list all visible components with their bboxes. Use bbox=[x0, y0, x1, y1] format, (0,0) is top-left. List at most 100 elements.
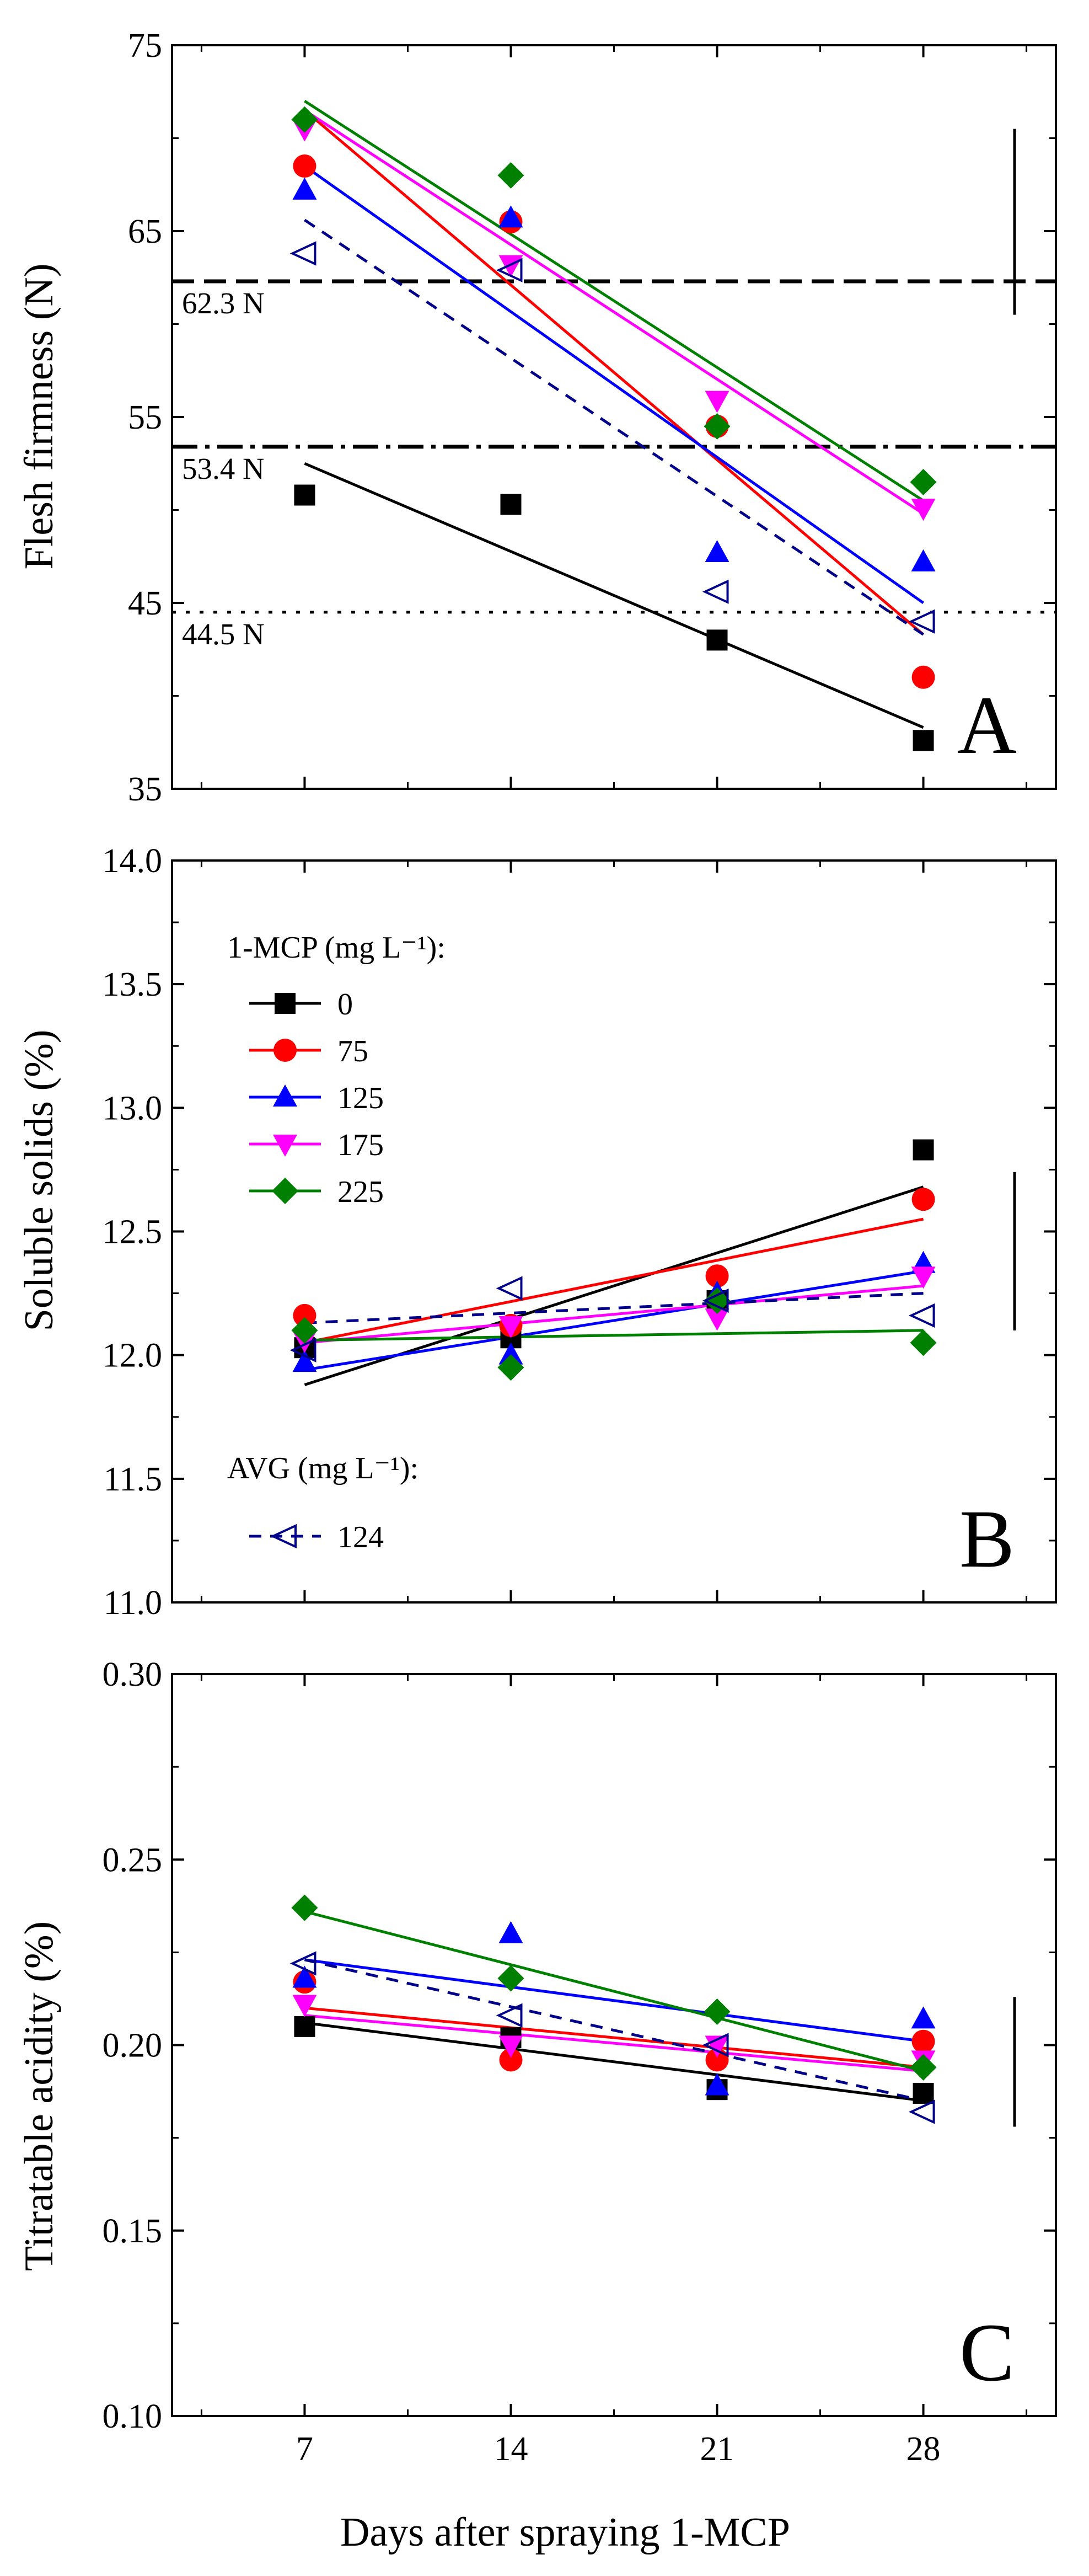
data-point-125 bbox=[498, 1921, 523, 1943]
panel-b: 11.0 11.5 12.0 12.5 13.0 13.5 14.0 bbox=[103, 842, 1057, 1622]
fit-line-125 bbox=[304, 1269, 924, 1372]
reference-line-label: 62.3 N bbox=[182, 286, 265, 320]
reference-line-label: 44.5 N bbox=[182, 617, 265, 651]
panel-a: 35 45 55 65 75 62.3 N 53.4 N 44.5 N bbox=[128, 27, 1057, 808]
data-point-0 bbox=[500, 494, 522, 515]
data-point-225 bbox=[910, 1329, 937, 1356]
data-point-0 bbox=[913, 1139, 934, 1161]
x-axis-label: Days after spraying 1-MCP bbox=[340, 2510, 790, 2555]
panel-b-letter: B bbox=[959, 1493, 1015, 1585]
legend-label-75: 75 bbox=[337, 1034, 368, 1068]
data-point-225 bbox=[291, 1894, 318, 1921]
data-point-125 bbox=[292, 1965, 317, 1988]
data-point-175 bbox=[911, 499, 936, 521]
fit-line-225 bbox=[304, 1910, 924, 2072]
legend: 0 75 125 175 225 124 bbox=[249, 987, 384, 1554]
fit-line-avg-124 bbox=[304, 1958, 924, 2102]
data-point-avg-124 bbox=[908, 2099, 935, 2124]
data-point-75 bbox=[705, 1264, 729, 1288]
data-point-125 bbox=[911, 2006, 936, 2029]
panel-c-y-axis-label: Titratable acidity (%) bbox=[17, 1921, 62, 2271]
data-point-125 bbox=[705, 2073, 729, 2096]
y-tick-label: 11.0 bbox=[104, 1584, 162, 1622]
data-point-125 bbox=[911, 549, 936, 571]
data-point-avg-124 bbox=[702, 2033, 729, 2057]
data-point-avg-124 bbox=[496, 1276, 523, 1301]
x-tick-label: 21 bbox=[700, 2430, 734, 2468]
panel-c-letter: C bbox=[959, 2307, 1015, 2398]
data-point-125 bbox=[498, 205, 523, 228]
legend-avg-title: AVG (mg L⁻¹): bbox=[227, 1451, 419, 1485]
legend-marker-75 bbox=[273, 1039, 297, 1062]
fit-line-0 bbox=[304, 462, 924, 729]
data-point-225 bbox=[704, 413, 731, 440]
y-tick-label: 0.30 bbox=[103, 1656, 163, 1693]
y-tick-label: 13.5 bbox=[103, 966, 163, 1003]
data-point-avg-124 bbox=[702, 579, 729, 604]
data-point-225 bbox=[704, 1287, 731, 1314]
data-point-avg-124 bbox=[908, 609, 935, 634]
data-point-125 bbox=[292, 177, 317, 200]
panel-a-letter: A bbox=[957, 680, 1017, 771]
data-point-75 bbox=[911, 1188, 935, 1211]
y-tick-label: 11.5 bbox=[104, 1461, 162, 1498]
y-tick-label: 0.15 bbox=[103, 2212, 163, 2250]
legend-mcp-title: 1-MCP (mg L⁻¹): bbox=[227, 931, 446, 965]
data-point-avg-124 bbox=[908, 1303, 935, 1328]
data-point-225 bbox=[497, 1354, 524, 1381]
legend-label-175: 175 bbox=[337, 1128, 384, 1162]
fit-line-175 bbox=[304, 2014, 924, 2073]
legend-label-125: 125 bbox=[337, 1081, 384, 1115]
data-point-avg-124 bbox=[496, 258, 523, 282]
fit-line-75 bbox=[304, 1217, 924, 1344]
data-point-avg-124 bbox=[289, 1951, 316, 1976]
fit-line-0 bbox=[304, 1185, 924, 1386]
panel-b-y-axis-label: Soluble solids (%) bbox=[17, 1030, 62, 1332]
data-point-75 bbox=[293, 1303, 316, 1327]
data-point-0 bbox=[913, 730, 934, 751]
reference-line-label: 53.4 N bbox=[182, 452, 265, 485]
legend-marker-0 bbox=[275, 993, 296, 1014]
fit-line-225 bbox=[304, 1329, 924, 1342]
data-point-225 bbox=[910, 2054, 937, 2081]
data-point-avg-124 bbox=[496, 2003, 523, 2028]
data-point-0 bbox=[294, 484, 315, 506]
data-point-175 bbox=[498, 1316, 523, 1338]
y-tick-label: 0.10 bbox=[103, 2398, 163, 2435]
legend-label-225: 225 bbox=[337, 1175, 384, 1209]
data-point-avg-124 bbox=[702, 1288, 729, 1313]
legend-marker-avg bbox=[270, 1524, 297, 1549]
legend-marker-125 bbox=[273, 1084, 297, 1107]
data-point-225 bbox=[497, 162, 524, 189]
y-tick-label: 65 bbox=[128, 213, 162, 250]
panel-c: 0.10 0.15 0.20 0.25 0.30 7 14 21 28 bbox=[103, 1656, 1057, 2468]
data-point-125 bbox=[498, 1342, 523, 1365]
y-tick-label: 55 bbox=[128, 399, 162, 436]
data-point-avg-124 bbox=[289, 1338, 316, 1362]
panel-a-y-axis-label: Flesh firmness (N) bbox=[17, 264, 62, 570]
data-point-175 bbox=[705, 1308, 729, 1331]
data-point-0 bbox=[294, 2016, 315, 2037]
y-tick-label: 0.25 bbox=[103, 1841, 163, 1879]
data-point-225 bbox=[291, 106, 318, 133]
y-tick-label: 45 bbox=[128, 585, 162, 622]
fit-line-125 bbox=[304, 165, 924, 605]
legend-label-0: 0 bbox=[337, 987, 353, 1022]
data-point-175 bbox=[498, 2035, 523, 2058]
y-tick-label: 12.0 bbox=[103, 1337, 163, 1375]
y-tick-label: 35 bbox=[128, 771, 162, 808]
data-point-225 bbox=[291, 1317, 318, 1344]
fit-line-175 bbox=[304, 109, 924, 515]
data-point-175 bbox=[911, 1266, 936, 1289]
plot-layer: 35 45 55 65 75 62.3 N 53.4 N 44.5 N 11.0 11.5 12.0… bbox=[103, 27, 1057, 2468]
legend-marker-225 bbox=[272, 1178, 298, 1204]
data-point-225 bbox=[910, 468, 937, 495]
data-point-225 bbox=[497, 1965, 524, 1992]
legend-marker-175 bbox=[273, 1135, 297, 1157]
fit-line-0 bbox=[304, 2021, 924, 2102]
data-point-125 bbox=[705, 540, 729, 563]
legend-label-avg: 124 bbox=[337, 1520, 384, 1554]
x-tick-label: 14 bbox=[493, 2430, 528, 2468]
data-point-75 bbox=[911, 2029, 935, 2053]
